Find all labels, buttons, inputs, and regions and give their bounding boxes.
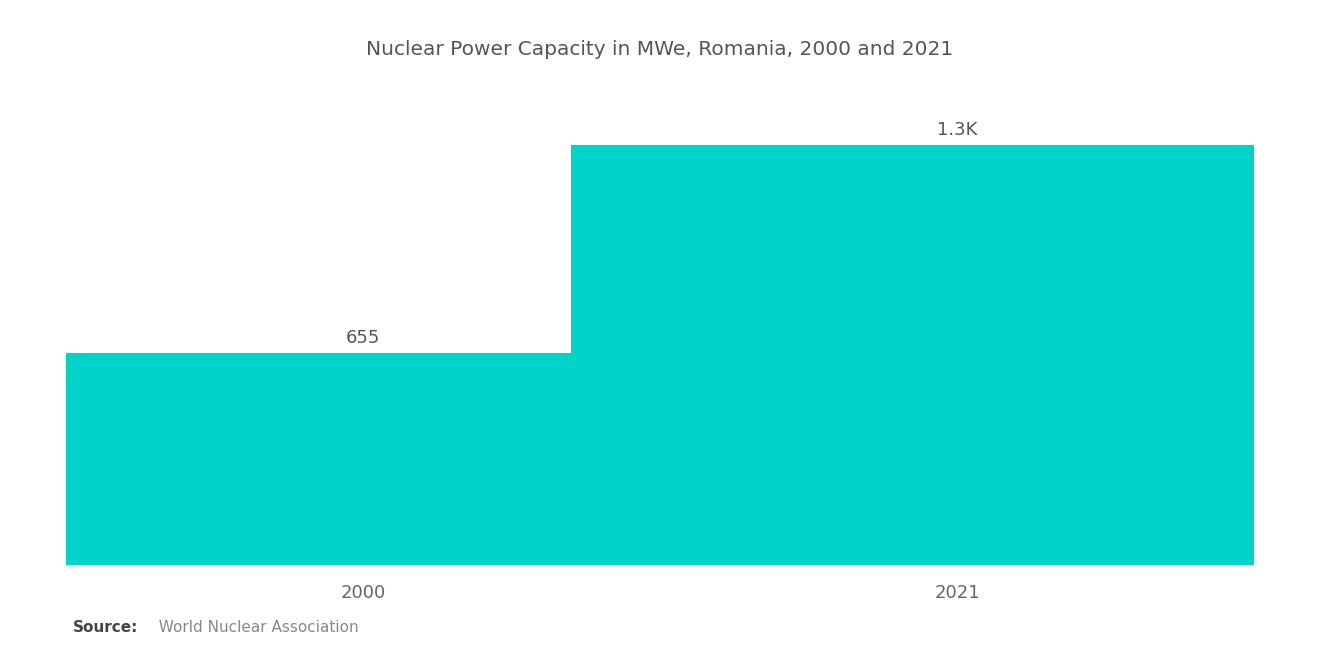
Text: World Nuclear Association: World Nuclear Association xyxy=(149,620,359,635)
Text: 1.3K: 1.3K xyxy=(937,121,977,139)
Bar xyxy=(570,144,1320,565)
Text: Source:: Source: xyxy=(73,620,139,635)
Bar xyxy=(0,353,748,565)
Text: 655: 655 xyxy=(346,329,380,347)
Text: Nuclear Power Capacity in MWe, Romania, 2000 and 2021: Nuclear Power Capacity in MWe, Romania, … xyxy=(367,40,953,59)
